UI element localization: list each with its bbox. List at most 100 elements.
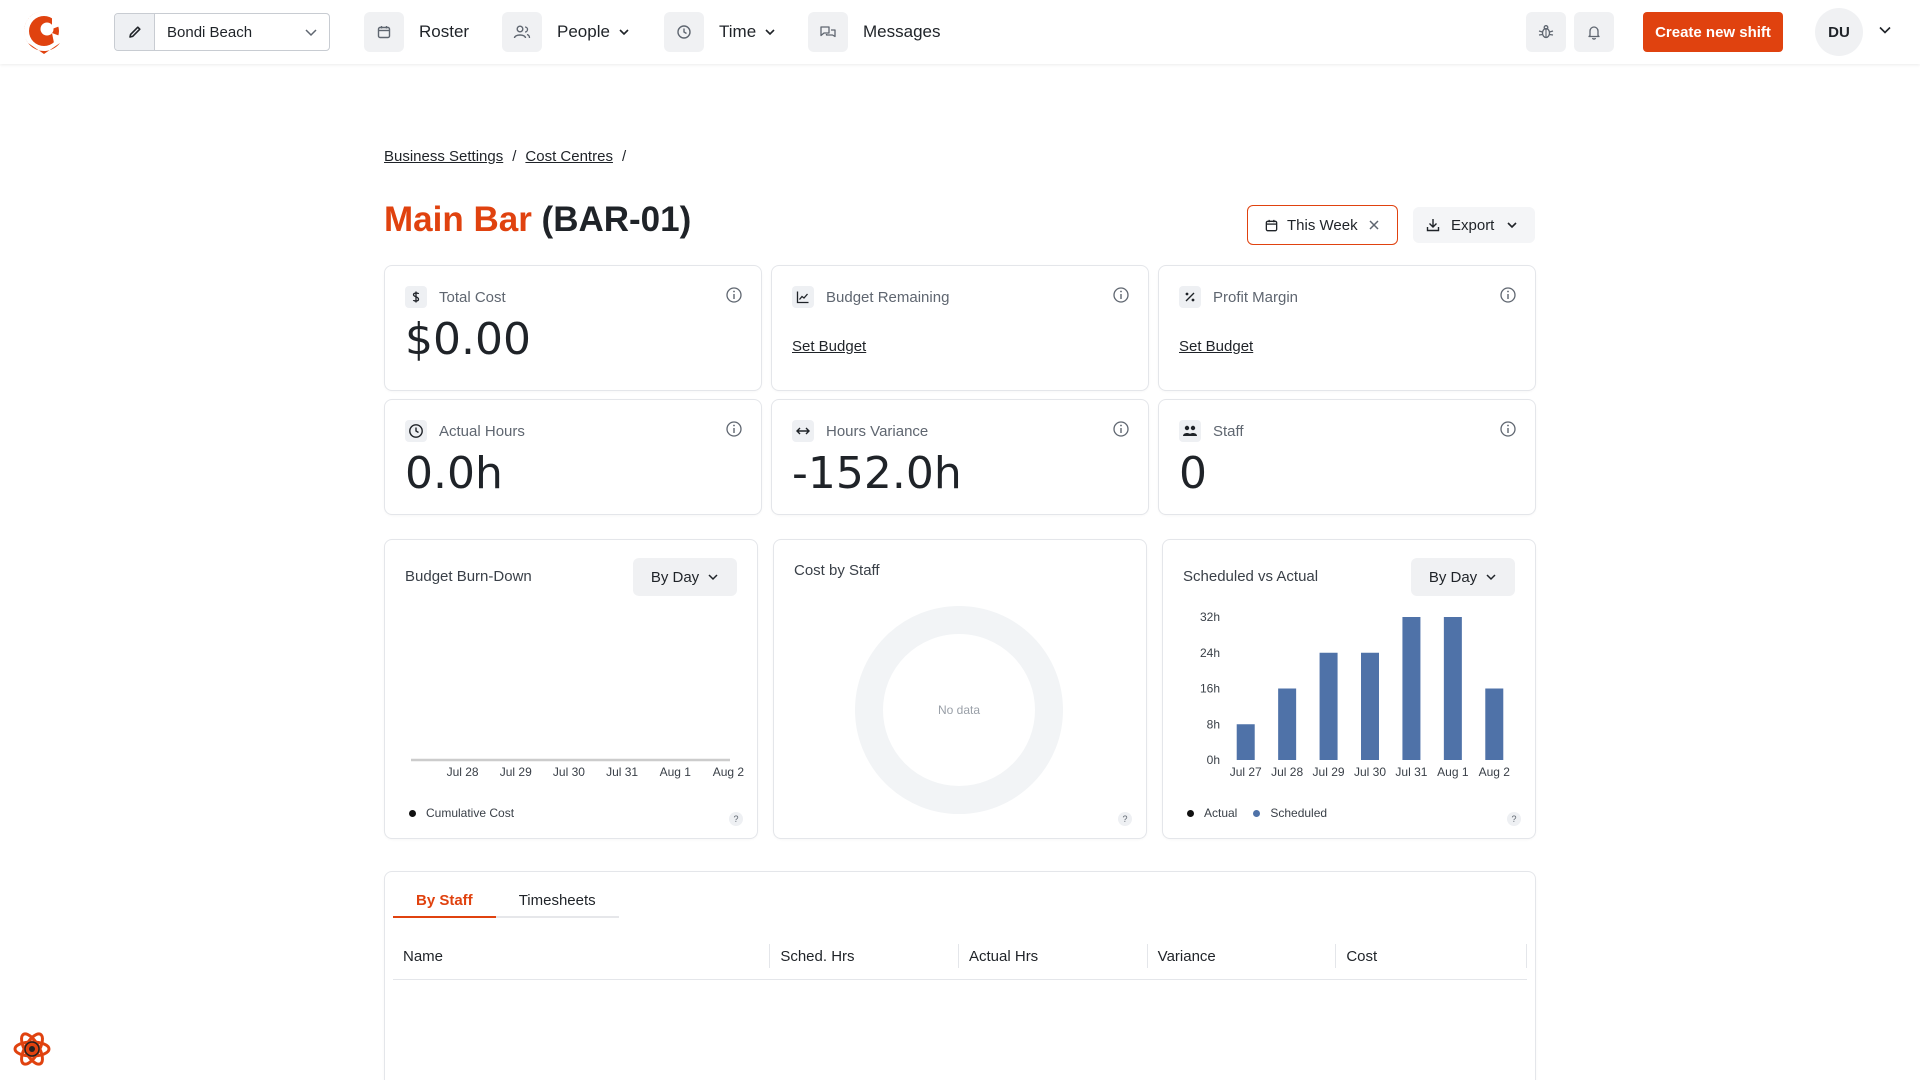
stat-card-budget-remaining: Budget Remaining Set Budget	[771, 265, 1149, 391]
x-tick-label: Jul 27	[1230, 765, 1262, 779]
location-selector[interactable]: Bondi Beach	[114, 13, 330, 51]
export-label: Export	[1451, 216, 1495, 234]
help-icon[interactable]: ?	[1507, 812, 1521, 826]
burndown-chart: Jul 28 Jul 29 Jul 30 Jul 31 Aug 1 Aug 2	[411, 758, 745, 779]
y-tick-label: 0h	[1207, 753, 1220, 767]
x-tick-label: Jul 29	[1313, 765, 1345, 779]
group-by-select[interactable]: By Day	[1411, 558, 1515, 596]
cost-centre-name: Main Bar	[384, 200, 532, 239]
cost-by-staff-chart: No data	[855, 606, 1063, 814]
nav-people-label: People	[557, 22, 610, 41]
stat-card-profit-margin: Profit Margin Set Budget	[1158, 265, 1536, 391]
date-range-filter[interactable]: This Week	[1247, 205, 1398, 245]
nav-roster[interactable]: Roster	[364, 12, 469, 52]
breadcrumb-cost-centres[interactable]: Cost Centres	[525, 148, 613, 165]
tab-timesheets[interactable]: Timesheets	[495, 886, 619, 918]
x-tick-label: Aug 2	[713, 765, 745, 779]
user-avatar[interactable]: DU	[1815, 8, 1863, 56]
info-icon[interactable]	[725, 286, 743, 304]
dollar-icon	[405, 286, 427, 308]
react-devtools-icon[interactable]	[11, 1028, 53, 1070]
breadcrumb: Business Settings / Cost Centres /	[384, 148, 635, 165]
set-budget-link[interactable]: Set Budget	[1179, 338, 1254, 355]
export-button[interactable]: Export	[1413, 207, 1535, 243]
y-tick-label: 32h	[1200, 610, 1220, 624]
empty-donut-ring	[855, 606, 1063, 814]
info-icon[interactable]	[1499, 420, 1517, 438]
group-by-select[interactable]: By Day	[633, 558, 737, 596]
breadcrumb-business-settings[interactable]: Business Settings	[384, 148, 504, 165]
help-icon[interactable]: ?	[1118, 812, 1132, 826]
help-icon[interactable]: ?	[729, 812, 743, 826]
column-header-cost[interactable]: Cost	[1336, 944, 1528, 968]
nav-time-label: Time	[719, 22, 757, 41]
y-tick-label: 16h	[1200, 682, 1220, 696]
info-icon[interactable]	[1112, 420, 1130, 438]
info-icon[interactable]	[1112, 286, 1130, 304]
arrows-horizontal-icon	[792, 420, 814, 442]
bug-report-button[interactable]	[1526, 12, 1566, 52]
stat-title: Actual Hours	[439, 422, 525, 440]
nav-messages[interactable]: Messages	[808, 12, 940, 52]
app-logo-icon[interactable]	[22, 8, 66, 56]
download-icon	[1426, 219, 1440, 232]
column-header-sched-hrs[interactable]: Sched. Hrs	[770, 944, 959, 968]
stat-value: 0	[1179, 448, 1207, 499]
notifications-button[interactable]	[1574, 12, 1614, 52]
x-tick-label: Aug 1	[1437, 765, 1469, 779]
stat-value: 0.0h	[405, 448, 503, 499]
x-tick-label: Jul 28	[1271, 765, 1303, 779]
no-data-text: No data	[938, 703, 980, 717]
nav-roster-label: Roster	[419, 22, 470, 41]
stat-title: Total Cost	[439, 288, 506, 306]
legend-label-actual: Actual	[1204, 806, 1238, 820]
tab-bar: By Staff Timesheets	[393, 886, 619, 918]
chart-legend: Actual Scheduled	[1187, 806, 1343, 820]
legend-dot-actual	[1187, 809, 1194, 817]
column-header-actual-hrs[interactable]: Actual Hrs	[959, 944, 1148, 968]
scheduled-bar	[1402, 617, 1421, 760]
stat-title: Budget Remaining	[826, 288, 950, 306]
column-header-variance[interactable]: Variance	[1148, 944, 1337, 968]
table-header: Name Sched. Hrs Actual Hrs Variance Cost	[393, 932, 1528, 980]
stat-card-actual-hours: Actual Hours 0.0h	[384, 399, 762, 515]
bug-icon	[1538, 25, 1554, 39]
scheduled-bar	[1485, 688, 1504, 760]
x-tick-label: Jul 29	[500, 765, 532, 779]
chevron-down-icon	[764, 26, 776, 38]
close-icon[interactable]	[1368, 219, 1380, 231]
pencil-icon[interactable]	[115, 14, 155, 50]
nav-messages-label: Messages	[863, 22, 941, 41]
set-budget-link[interactable]: Set Budget	[792, 338, 867, 355]
trend-icon	[792, 286, 814, 308]
stat-value: $0.00	[405, 314, 531, 365]
tab-by-staff[interactable]: By Staff	[393, 886, 496, 918]
scheduled-vs-actual-chart: 0h 8h 16h 24h 32h Jul 27 Jul 28 Jul 29 Jul 30 Jul…	[1200, 610, 1511, 779]
breadcrumb-separator: /	[512, 148, 517, 165]
bell-icon	[1588, 26, 1600, 40]
x-tick-label: Aug 2	[1479, 765, 1511, 779]
y-tick-label: 24h	[1200, 646, 1220, 660]
cost-centre-code: (BAR-01)	[541, 200, 692, 239]
cost-by-staff-card: Cost by Staff No data ?	[773, 539, 1147, 839]
info-icon[interactable]	[1499, 286, 1517, 304]
chevron-down-icon[interactable]	[1877, 22, 1893, 43]
legend-dot	[409, 809, 416, 817]
x-tick-label: Jul 30	[553, 765, 585, 779]
scheduled-bar	[1278, 688, 1297, 760]
stat-title: Staff	[1213, 422, 1244, 440]
nav-time[interactable]: Time	[664, 12, 776, 52]
people-icon	[1179, 420, 1201, 442]
legend-label: Cumulative Cost	[426, 806, 515, 820]
x-tick-label: Jul 31	[606, 765, 638, 779]
x-tick-label: Jul 31	[1395, 765, 1427, 779]
column-header-name[interactable]: Name	[393, 944, 771, 968]
nav-people[interactable]: People	[502, 12, 630, 52]
create-shift-button[interactable]: Create new shift	[1643, 12, 1783, 52]
chat-icon	[808, 12, 848, 52]
stat-card-staff: Staff 0	[1158, 399, 1536, 515]
chart-title: Scheduled vs Actual	[1183, 568, 1319, 585]
x-tick-label: Aug 1	[660, 765, 692, 779]
chart-title: Budget Burn-Down	[405, 568, 532, 585]
info-icon[interactable]	[725, 420, 743, 438]
